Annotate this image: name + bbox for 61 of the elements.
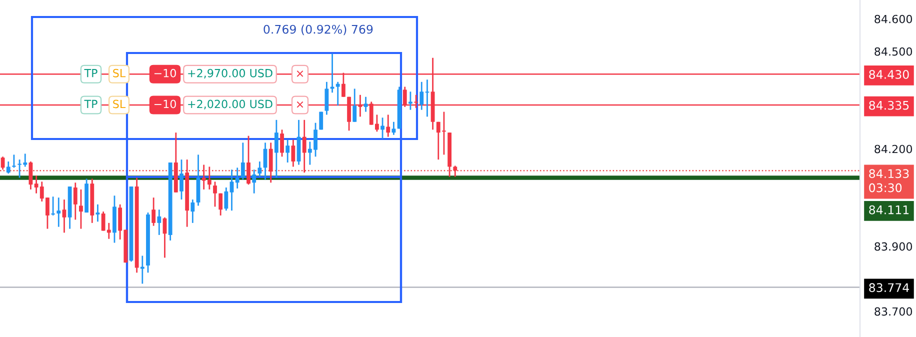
candlestick — [218, 192, 223, 216]
candlestick — [96, 204, 100, 222]
candlestick — [336, 81, 340, 106]
candlestick — [408, 90, 412, 111]
candlestick — [230, 168, 234, 212]
candlestick — [392, 121, 396, 136]
y-tick-label: 83.700 — [874, 307, 912, 316]
candlestick — [268, 142, 273, 184]
candlestick — [258, 160, 262, 178]
candlestick — [180, 158, 184, 200]
candlestick — [302, 119, 306, 174]
candlestick — [79, 188, 83, 230]
candlestick — [246, 135, 250, 186]
candlestick — [420, 81, 424, 111]
ref-line-label: 84.111 — [869, 205, 909, 214]
candlestick — [425, 78, 430, 118]
text: 03:30 — [869, 183, 902, 192]
ref-line-label: 83.774 — [869, 283, 909, 292]
candlestick — [62, 198, 66, 234]
annotation: × — [296, 70, 304, 77]
candlestick — [280, 128, 284, 158]
candlestick — [140, 255, 144, 284]
candlestick — [453, 165, 458, 178]
candlestick — [6, 160, 10, 174]
candlestick — [157, 208, 162, 236]
candlestick — [12, 154, 16, 168]
candlestick — [56, 196, 61, 228]
candlestick — [152, 196, 156, 227]
candlestick — [51, 196, 56, 216]
y-tick-label: 84.200 — [874, 144, 912, 154]
annotation: −10 — [154, 100, 176, 108]
annotation: −10 — [154, 68, 176, 78]
candlestick — [252, 168, 256, 194]
candlestick — [274, 119, 278, 178]
candlestick — [286, 139, 290, 164]
annotation: +2,970.00 USD — [188, 68, 272, 78]
candlestick — [324, 81, 329, 116]
ref-line-label: 84.133 — [869, 169, 909, 178]
candlestick — [224, 186, 228, 212]
annotation: +2,020.00 USD — [188, 100, 272, 110]
annotation: SL — [113, 100, 126, 108]
y-tick-label: 84.600 — [874, 14, 912, 24]
ref-line-label: 84.335 — [869, 100, 909, 110]
candlestick — [190, 198, 195, 224]
y-tick-label: 84.500 — [874, 47, 912, 56]
candlestick — [240, 142, 245, 180]
candlestick — [380, 116, 384, 140]
candlestick — [235, 166, 240, 190]
candlestick — [386, 114, 390, 138]
candlestick — [291, 139, 296, 168]
candlestick — [73, 182, 78, 220]
annotation: TP — [84, 69, 98, 78]
annotation: × — [296, 101, 304, 108]
y-tick-label: 83.900 — [874, 242, 912, 251]
candlestick — [364, 96, 368, 112]
ref-line-label: 84.430 — [869, 70, 909, 79]
annotation: SL — [113, 68, 126, 78]
candlestick — [352, 88, 357, 123]
annotation: 0.769 (0.92%) 769 — [264, 24, 373, 36]
annotation: TP — [84, 100, 98, 108]
candlestick — [213, 180, 217, 208]
